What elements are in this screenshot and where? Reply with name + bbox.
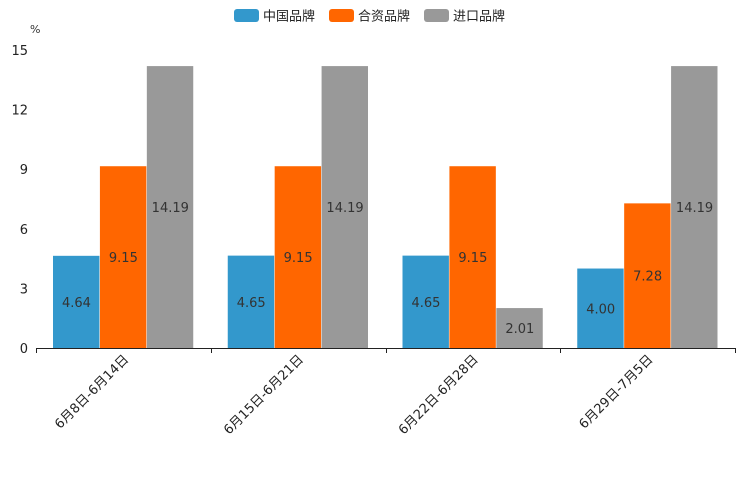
- data-label: 4.64: [62, 296, 91, 311]
- legend-label: 合资品牌: [358, 9, 410, 25]
- legend-label: 进口品牌: [453, 9, 505, 25]
- legend-swatch: [329, 9, 354, 22]
- bar: [227, 255, 275, 348]
- bar: [53, 255, 100, 348]
- x-tick-label: 6月29日-7月5日: [577, 352, 657, 432]
- data-label: 4.65: [411, 296, 440, 311]
- x-tick-label: 6月15日-6月21日: [221, 352, 307, 438]
- legend-item[interactable]: 中国品牌: [234, 9, 315, 25]
- data-label: 2.01: [505, 322, 534, 337]
- y-tick-label: 15: [11, 44, 28, 59]
- legend-item[interactable]: 进口品牌: [424, 9, 505, 25]
- data-label: 9.15: [109, 251, 138, 266]
- bar: [624, 203, 671, 348]
- data-label: 14.19: [152, 201, 189, 216]
- y-axis: 0 3 6 9 12 15: [11, 44, 28, 357]
- bar: [146, 66, 194, 348]
- bars: 4.64 4.65 4.65 4.00 9.15 9.15 9.15 7.28 14.19 14.…: [53, 66, 718, 348]
- bar: [321, 66, 368, 348]
- legend-swatch: [234, 9, 259, 22]
- y-axis-label: %: [30, 23, 40, 36]
- y-tick-label: 0: [20, 342, 28, 357]
- data-label: 9.15: [284, 251, 313, 266]
- y-tick-label: 12: [11, 104, 28, 119]
- bar: [99, 166, 147, 348]
- x-tick-label: 6月22日-6月28日: [396, 352, 482, 438]
- bar: [671, 66, 718, 348]
- bar: [449, 166, 496, 348]
- data-label: 4.65: [237, 296, 266, 311]
- x-axis: 6月8日-6月14日 6月15日-6月21日 6月22日-6月28日 6月29日-7月…: [36, 348, 736, 438]
- bar: [577, 268, 624, 348]
- data-label: 4.00: [586, 302, 615, 317]
- legend-item[interactable]: 合资品牌: [329, 9, 410, 25]
- legend: 中国品牌 合资品牌 进口品牌: [234, 9, 505, 25]
- y-tick-label: 3: [20, 282, 28, 297]
- data-label: 7.28: [633, 270, 662, 285]
- legend-label: 中国品牌: [263, 9, 315, 25]
- x-tick-label: 6月8日-6月14日: [52, 352, 132, 432]
- legend-swatch: [424, 9, 449, 22]
- data-label: 9.15: [458, 251, 487, 266]
- bar: [496, 308, 543, 348]
- y-tick-label: 6: [20, 223, 28, 238]
- bar: [274, 166, 322, 348]
- bar: [402, 255, 449, 348]
- y-tick-label: 9: [20, 163, 28, 178]
- data-label: 14.19: [326, 201, 363, 216]
- data-label: 14.19: [676, 201, 713, 216]
